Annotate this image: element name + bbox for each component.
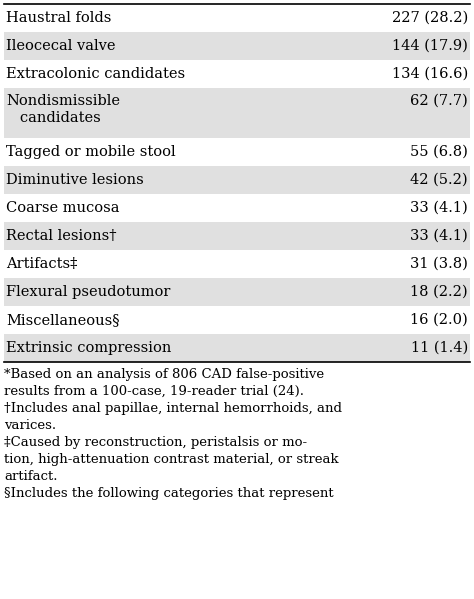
Text: Extrinsic compression: Extrinsic compression: [6, 341, 172, 355]
Text: varices.: varices.: [4, 419, 56, 432]
Text: tion, high-attenuation contrast material, or streak: tion, high-attenuation contrast material…: [4, 453, 338, 466]
Text: Haustral folds: Haustral folds: [6, 11, 111, 25]
Text: 11 (1.4): 11 (1.4): [411, 341, 468, 355]
Bar: [4, 306, 470, 334]
Bar: [4, 222, 470, 250]
Text: Miscellaneous§: Miscellaneous§: [6, 313, 119, 327]
Text: ‡Caused by reconstruction, peristalsis or mo-: ‡Caused by reconstruction, peristalsis o…: [4, 436, 307, 449]
Text: 33 (4.1): 33 (4.1): [410, 201, 468, 215]
Text: 55 (6.8): 55 (6.8): [410, 145, 468, 159]
Text: 16 (2.0): 16 (2.0): [410, 313, 468, 327]
Text: 31 (3.8): 31 (3.8): [410, 257, 468, 271]
Bar: [4, 4, 470, 32]
Text: Nondismissible
   candidates: Nondismissible candidates: [6, 94, 120, 125]
Text: 33 (4.1): 33 (4.1): [410, 229, 468, 243]
Text: artifact.: artifact.: [4, 470, 57, 483]
Text: Rectal lesions†: Rectal lesions†: [6, 229, 117, 243]
Text: 18 (2.2): 18 (2.2): [410, 285, 468, 299]
Text: Extracolonic candidates: Extracolonic candidates: [6, 67, 185, 81]
Bar: [4, 334, 470, 362]
Bar: [4, 138, 470, 166]
Text: 62 (7.7): 62 (7.7): [410, 94, 468, 108]
Text: Artifacts‡: Artifacts‡: [6, 257, 77, 271]
Bar: [4, 250, 470, 278]
Bar: [4, 60, 470, 88]
Text: 144 (17.9): 144 (17.9): [392, 39, 468, 53]
Text: 42 (5.2): 42 (5.2): [410, 173, 468, 187]
Text: *Based on an analysis of 806 CAD false-positive: *Based on an analysis of 806 CAD false-p…: [4, 368, 324, 381]
Bar: [4, 278, 470, 306]
Text: Ileocecal valve: Ileocecal valve: [6, 39, 116, 53]
Text: results from a 100-case, 19-reader trial (24).: results from a 100-case, 19-reader trial…: [4, 385, 304, 398]
Bar: [4, 194, 470, 222]
Text: §Includes the following categories that represent: §Includes the following categories that …: [4, 487, 334, 500]
Text: Diminutive lesions: Diminutive lesions: [6, 173, 144, 187]
Text: †Includes anal papillae, internal hemorrhoids, and: †Includes anal papillae, internal hemorr…: [4, 402, 342, 415]
Text: Tagged or mobile stool: Tagged or mobile stool: [6, 145, 176, 159]
Bar: [4, 88, 470, 138]
Text: 227 (28.2): 227 (28.2): [392, 11, 468, 25]
Bar: [4, 166, 470, 194]
Text: Coarse mucosa: Coarse mucosa: [6, 201, 119, 215]
Text: Flexural pseudotumor: Flexural pseudotumor: [6, 285, 170, 299]
Bar: [4, 32, 470, 60]
Text: 134 (16.6): 134 (16.6): [392, 67, 468, 81]
